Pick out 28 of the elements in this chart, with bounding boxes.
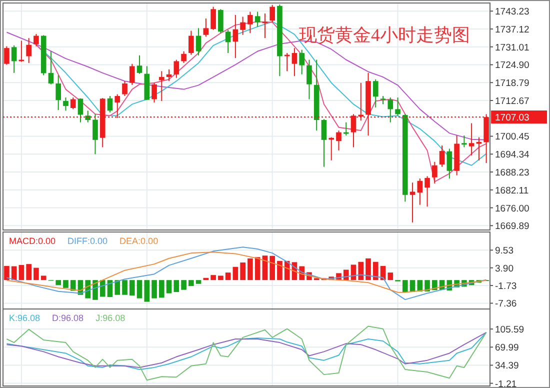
text: J:96.08 (96, 313, 126, 323)
y-tick-label: 3.90 (495, 263, 514, 274)
y-tick-label: 1743.23 (495, 6, 530, 18)
text: K:96.08 (9, 313, 40, 323)
series-label: DEA:0.00 (120, 236, 158, 246)
y-tick-label: 1669.89 (495, 221, 530, 232)
text: 现货黄金4小时走势图 (299, 25, 470, 45)
y-tick-label: 1676.00 (495, 203, 530, 214)
text: D:96.08 (52, 313, 84, 323)
y-tick-label: 1700.45 (495, 132, 530, 143)
y-tick-label: 105.59 (495, 324, 524, 336)
y-tick-label: 1731.01 (495, 42, 530, 54)
y-tick-label: 9.53 (495, 246, 514, 257)
y-tick-label: 34.39 (495, 360, 519, 372)
y-tick-label: 1688.23 (495, 167, 530, 178)
y-tick-label: 1724.90 (495, 60, 530, 72)
y-tick-label: -1.73 (495, 281, 517, 292)
y-tick-label: 1682.11 (495, 185, 529, 196)
y-tick-label: -7.36 (495, 298, 517, 310)
y-tick-label: 1694.34 (495, 150, 530, 161)
ref-line-label: 1707.03 (495, 112, 530, 124)
text: DIFF:0.00 (68, 236, 108, 246)
text: MACD:0.00 (9, 236, 56, 246)
y-tick-label: 1718.79 (495, 78, 530, 90)
y-tick-label: 1737.12 (495, 24, 530, 36)
y-tick-label: -1.21 (495, 378, 517, 388)
y-tick-label: 69.99 (495, 342, 519, 354)
y-tick-label: 1712.67 (495, 96, 530, 107)
